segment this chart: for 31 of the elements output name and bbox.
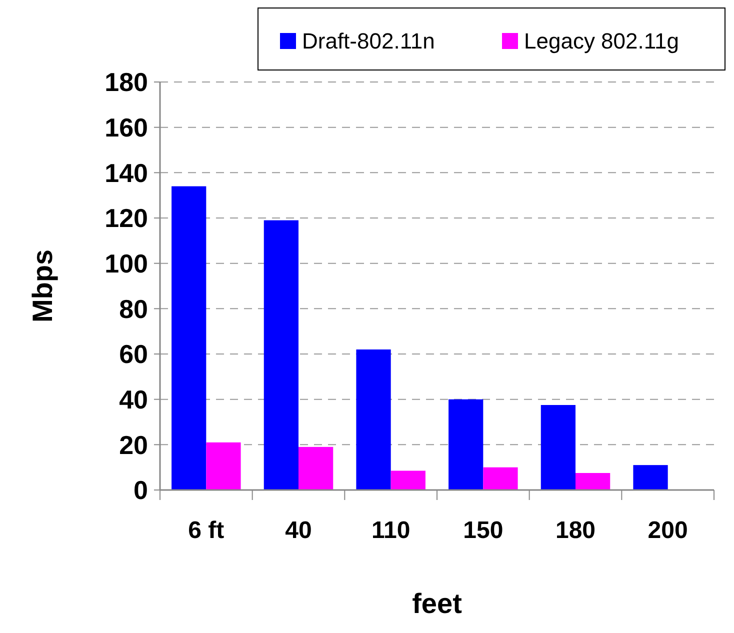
y-tick-label: 100	[104, 248, 148, 278]
y-tick-label: 20	[119, 430, 148, 460]
bar	[576, 473, 610, 490]
y-tick-label: 160	[104, 112, 148, 142]
y-tick-label: 60	[119, 339, 148, 370]
bar	[298, 446, 334, 490]
bar	[540, 405, 576, 490]
bar	[390, 470, 426, 490]
legend-label: Draft-802.11n	[302, 28, 435, 54]
bar	[206, 442, 241, 490]
y-tick-label: 120	[104, 203, 148, 234]
bar	[356, 349, 391, 490]
y-axis-title: Mbps	[27, 249, 58, 323]
bar	[483, 467, 518, 490]
x-tick-label: 40	[285, 517, 312, 544]
y-tick-label: 140	[104, 158, 148, 188]
y-tick-label: 180	[104, 67, 148, 98]
x-axis-title: feet	[412, 588, 462, 619]
x-tick-label: 110	[371, 517, 410, 544]
y-tick-label: 0	[134, 475, 148, 506]
bar	[448, 399, 484, 490]
y-tick-label: 40	[119, 384, 148, 414]
bar	[633, 465, 668, 490]
bar	[172, 186, 206, 490]
x-tick-label: 200	[648, 517, 688, 544]
legend-label: Legacy 802.11g	[524, 28, 679, 54]
x-tick-label: 150	[463, 517, 504, 544]
x-tick-label: 6 ft	[188, 517, 224, 544]
bar	[264, 220, 298, 490]
x-tick-label: 180	[555, 517, 596, 544]
y-tick-label: 80	[119, 294, 148, 324]
